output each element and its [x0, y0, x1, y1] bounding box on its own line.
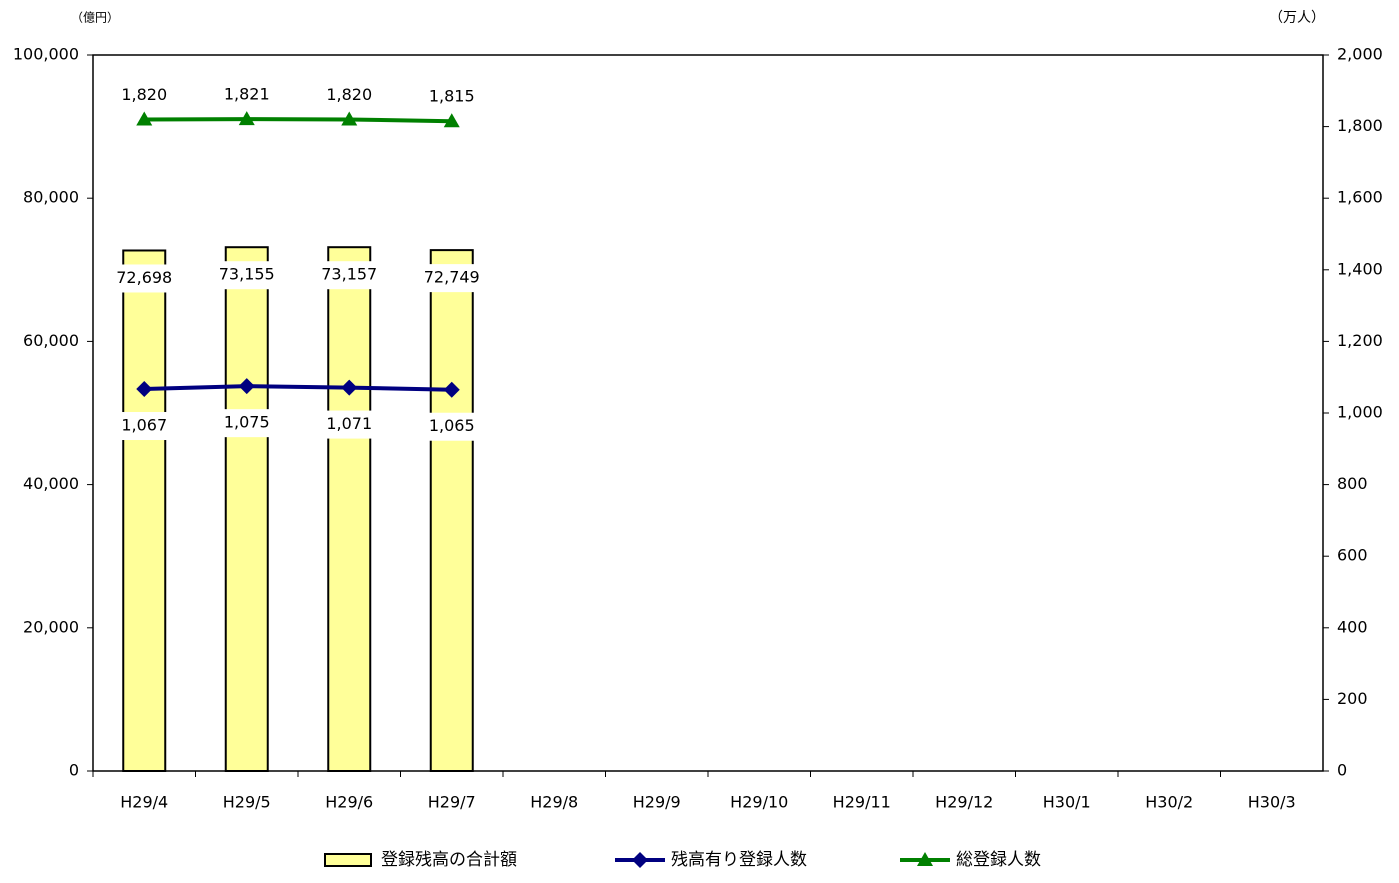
- x-tick-label: H30/2: [1145, 793, 1193, 812]
- x-tick-label: H30/3: [1248, 793, 1296, 812]
- data-label: 1,821: [224, 85, 270, 104]
- y2-tick-label: 2,000: [1337, 45, 1383, 64]
- marker: [238, 111, 255, 126]
- x-tick-label: H29/9: [633, 793, 681, 812]
- y2-tick-label: 1,000: [1337, 403, 1383, 422]
- marker: [136, 381, 153, 398]
- y2-tick-label: 1,800: [1337, 116, 1383, 135]
- legend-marker: [632, 852, 648, 868]
- y2-tick-label: 600: [1337, 546, 1368, 565]
- data-label: 1,820: [121, 85, 167, 104]
- x-tick-label: H29/12: [935, 793, 993, 812]
- y-tick-label: 60,000: [23, 331, 79, 350]
- y-tick-label: 40,000: [23, 474, 79, 493]
- line: [144, 117, 452, 124]
- data-label: 1,815: [429, 87, 475, 106]
- marker: [341, 111, 358, 126]
- data-label-bg: [417, 264, 486, 293]
- x-tick-label: H29/5: [223, 793, 271, 812]
- x-tick-label: H30/1: [1043, 793, 1091, 812]
- marker: [238, 378, 255, 395]
- bar: [327, 246, 372, 773]
- data-label-bg: [315, 261, 384, 290]
- legend-label: 残高有り登録人数: [671, 850, 807, 870]
- data-label: 1,067: [121, 416, 167, 435]
- y2-tick-label: 400: [1337, 617, 1368, 636]
- data-label: 73,155: [219, 265, 275, 284]
- y-tick-label: 20,000: [23, 617, 79, 636]
- data-label: 1,071: [326, 414, 372, 433]
- y2-tick-label: 800: [1337, 474, 1368, 493]
- y2-axis-label: （万人）: [1269, 10, 1325, 26]
- marker: [443, 381, 460, 398]
- bar: [122, 249, 167, 773]
- data-label-bg: [110, 412, 179, 441]
- y-axis-label: （億円）: [71, 11, 119, 25]
- marker: [341, 379, 358, 396]
- x-tick-label: H29/11: [833, 793, 891, 812]
- legend-label: 登録残高の合計額: [381, 850, 517, 870]
- y-tick-label: 80,000: [23, 188, 79, 207]
- data-label: 1,065: [429, 416, 475, 435]
- y-tick-label: 100,000: [13, 45, 79, 64]
- data-label-bg: [417, 412, 486, 441]
- y2-tick-label: 1,600: [1337, 188, 1383, 207]
- x-tick-label: H29/8: [530, 793, 578, 812]
- y-tick-label: 0: [69, 761, 79, 780]
- marker: [443, 113, 460, 128]
- data-label: 1,820: [326, 85, 372, 104]
- legend-swatch: [324, 853, 372, 867]
- data-label: 72,749: [424, 268, 480, 287]
- legend-label: 総登録人数: [956, 850, 1041, 870]
- marker: [136, 111, 153, 126]
- data-label-bg: [315, 410, 384, 439]
- y2-tick-label: 1,200: [1337, 331, 1383, 350]
- x-tick-label: H29/4: [120, 793, 168, 812]
- data-label-bg: [212, 261, 281, 290]
- data-label: 1,075: [224, 413, 270, 432]
- data-label-bg: [212, 409, 281, 438]
- x-tick-label: H29/6: [325, 793, 373, 812]
- bar: [224, 246, 269, 772]
- y2-tick-label: 1,400: [1337, 259, 1383, 278]
- legend-marker: [917, 852, 933, 866]
- data-label: 73,157: [321, 265, 377, 284]
- data-label-bg: [110, 264, 179, 293]
- x-tick-label: H29/7: [428, 793, 476, 812]
- bar: [429, 249, 474, 772]
- data-label: 72,698: [116, 268, 172, 287]
- y2-tick-label: 0: [1337, 761, 1347, 780]
- x-tick-label: H29/10: [730, 793, 788, 812]
- y2-tick-label: 200: [1337, 689, 1368, 708]
- line: [144, 384, 452, 392]
